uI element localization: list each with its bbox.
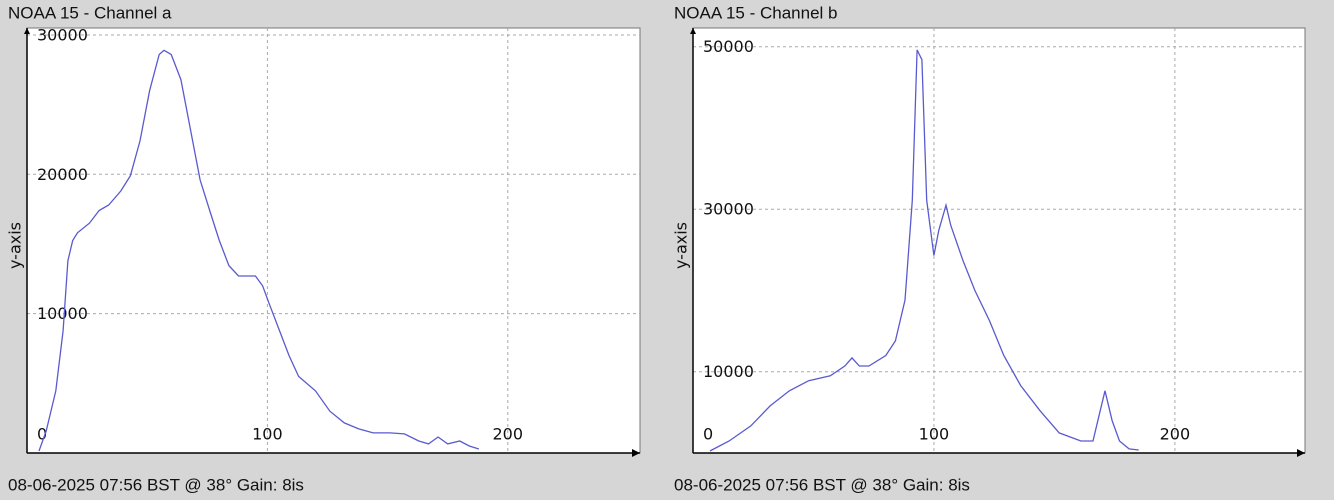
footer: 08-06-2025 07:56 BST @ 38° Gain: 8is [8,475,304,494]
chart-title: NOAA 15 - Channel b [674,3,837,22]
x-axis-arrow [1297,449,1305,457]
x-tick-label: 100 [252,425,283,444]
y-tick-label: 50000 [703,37,754,56]
y-tick-label: 30000 [37,25,88,44]
chart-title: NOAA 15 - Channel a [8,3,172,22]
y-tick-label: 20000 [37,165,88,184]
x-tick-label: 0 [703,425,713,444]
x-tick-label: 200 [1160,425,1191,444]
footer: 08-06-2025 07:56 BST @ 38° Gain: 8is [674,475,970,494]
x-tick-label: 0 [37,425,47,444]
data-line [709,49,1139,452]
y-axis-arrow [24,28,30,34]
data-line [38,49,480,452]
plot-area [692,27,1306,454]
y-axis-label: y-axis [6,222,25,269]
x-tick-label: 100 [919,425,950,444]
plot-area [26,27,641,454]
x-axis-arrow [632,449,640,457]
y-axis-label: y-axis [672,222,691,269]
x-tick-label: 200 [493,425,524,444]
y-axis-arrow [690,28,696,34]
y-tick-label: 10000 [703,362,754,381]
y-tick-label: 10000 [37,304,88,323]
y-tick-label: 30000 [703,200,754,219]
